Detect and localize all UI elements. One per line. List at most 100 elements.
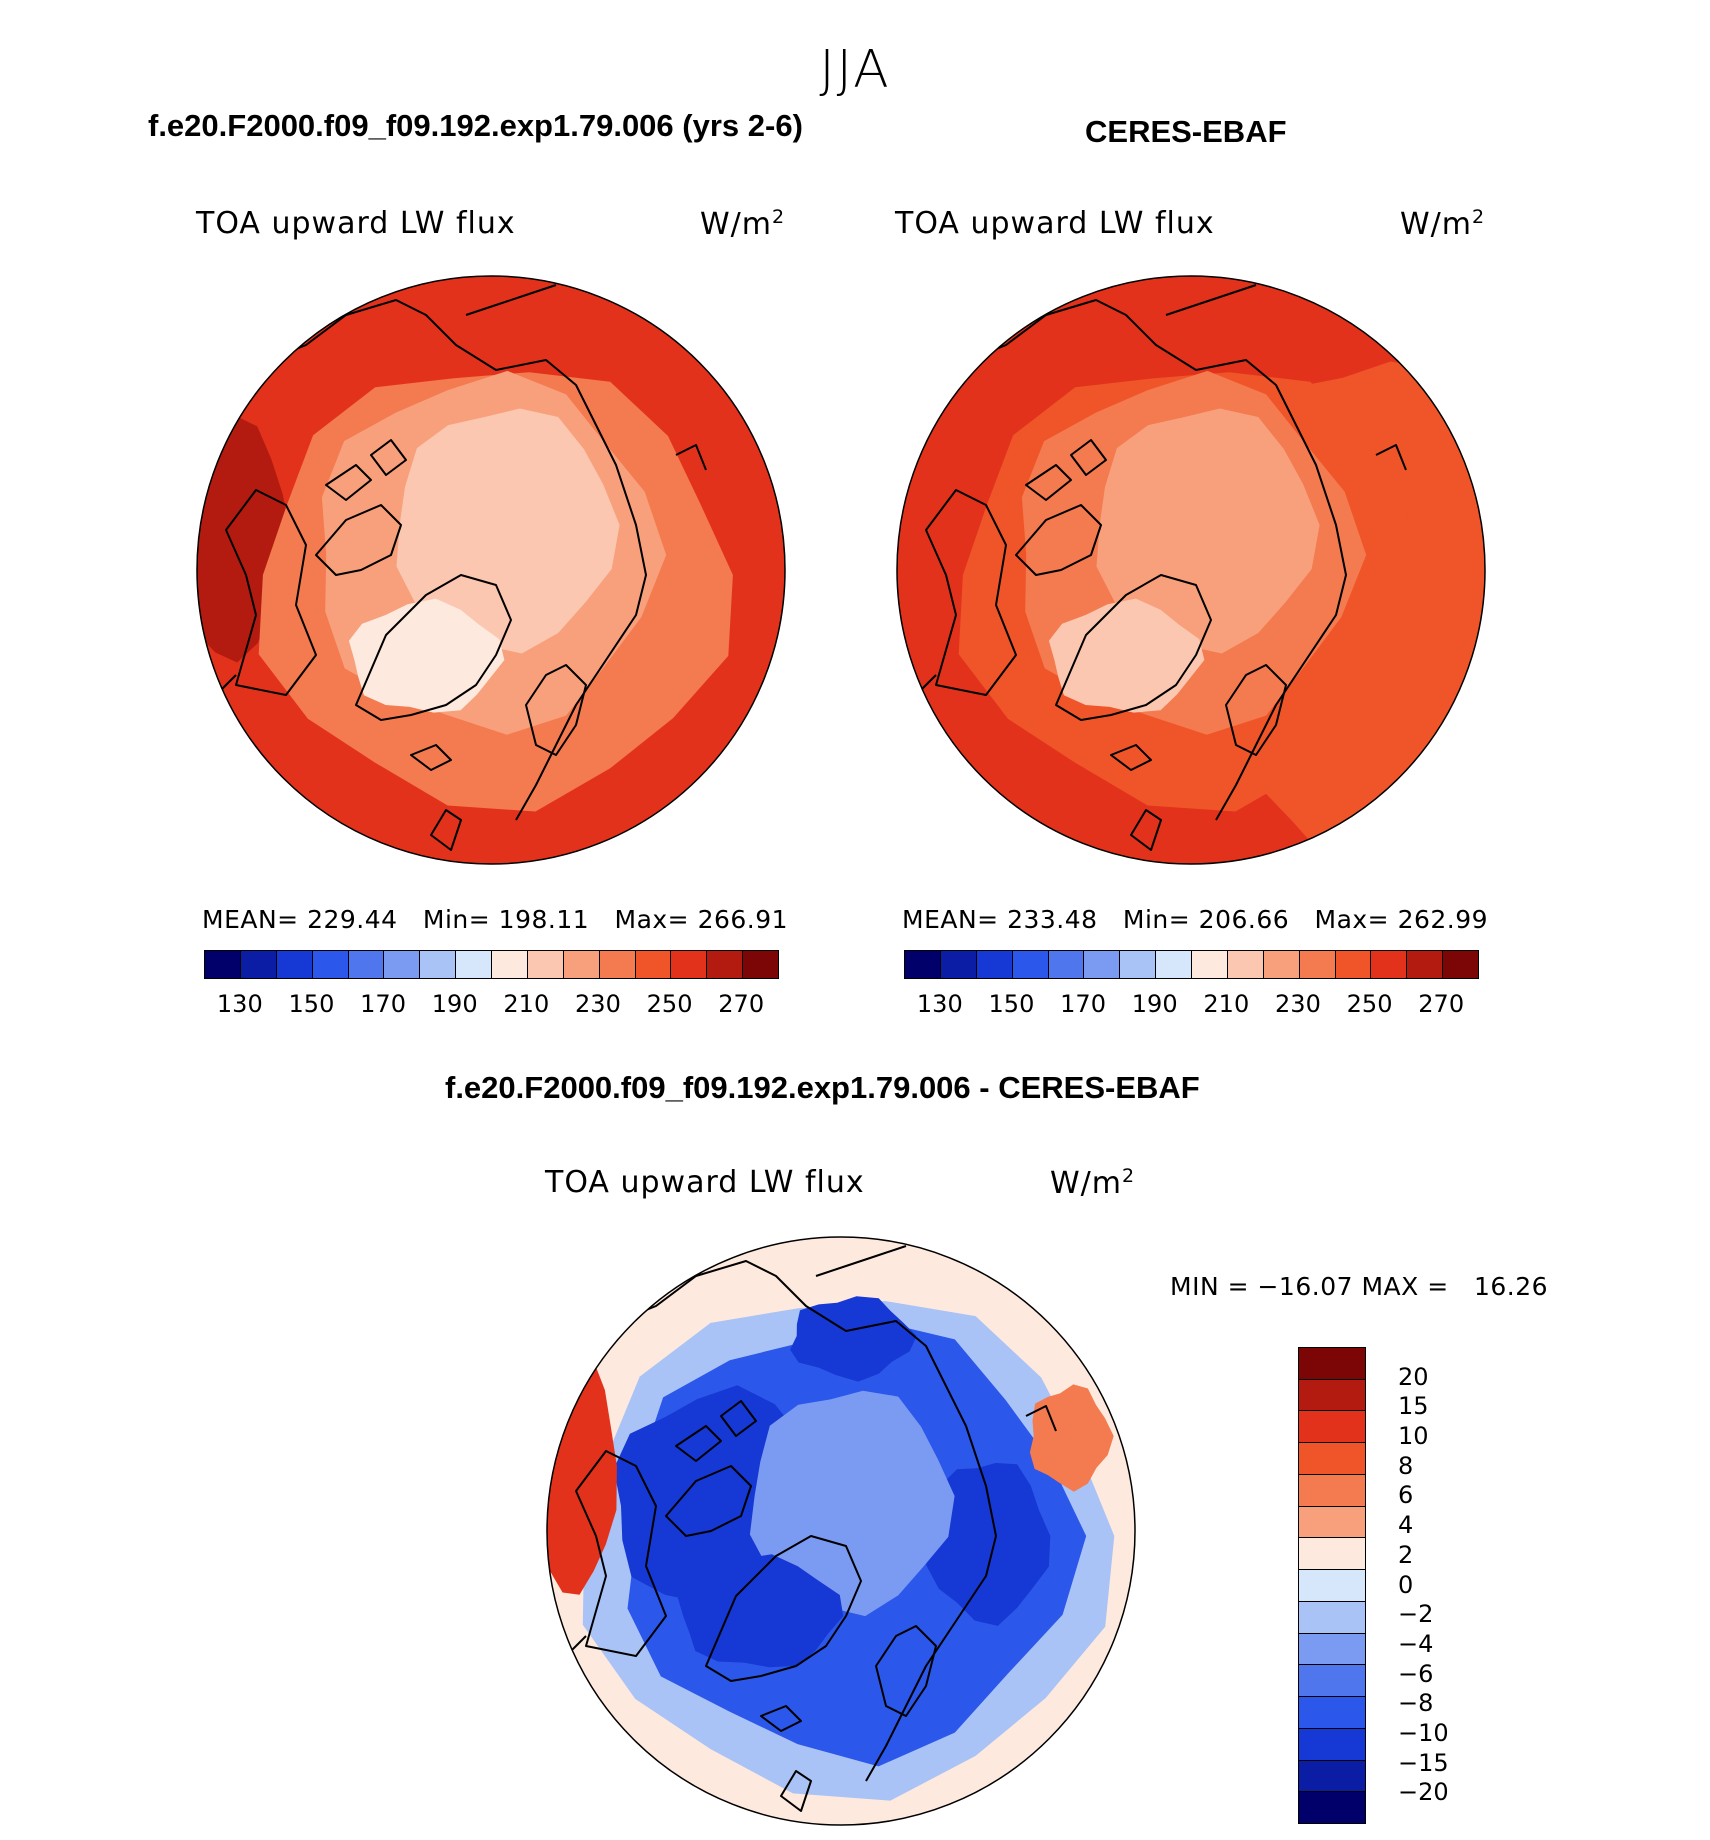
colorbar-swatch: [1299, 951, 1336, 978]
colorbar-swatch: [1443, 951, 1478, 978]
colorbar-tick-label: −4: [1398, 1629, 1434, 1658]
colorbar-tick-label: −8: [1398, 1689, 1434, 1718]
map-border: [196, 275, 786, 865]
coastline: [1110, 744, 1152, 771]
coastline: [925, 489, 1017, 696]
colorbar-swatch: [599, 951, 636, 978]
colorbar-tick-label: 210: [503, 990, 550, 1018]
colorbar-tick-label: −10: [1398, 1718, 1449, 1747]
colorbar-tick-label: 190: [431, 990, 478, 1018]
left-polar-map: [196, 275, 786, 865]
colorbar-tick-label: 10: [1398, 1422, 1429, 1451]
field-region: [1029, 1384, 1114, 1492]
colorbar-swatch: [1156, 951, 1192, 978]
colorbar-tick-label: 2: [1398, 1540, 1414, 1569]
coastline: [1025, 1405, 1057, 1432]
colorbar-tick-label: 150: [988, 990, 1035, 1018]
map-border: [546, 1236, 1136, 1826]
left-field-name: TOA upward LW flux: [196, 206, 516, 241]
colorbar-tick-label: 170: [1060, 990, 1106, 1018]
colorbar-swatch: [205, 951, 241, 978]
field-region: [677, 1554, 844, 1668]
colorbar-tick-label: −6: [1398, 1659, 1434, 1688]
coastline: [575, 1450, 667, 1657]
colorbar-tick-label: 0: [1398, 1570, 1414, 1599]
right-field-name: TOA upward LW flux: [895, 206, 1215, 241]
coastline: [715, 344, 747, 371]
coastline: [430, 809, 462, 851]
coastline: [955, 299, 1347, 821]
colorbar-tick-label: 130: [216, 990, 263, 1018]
colorbar-tick-label: 230: [575, 990, 621, 1018]
colorbar-swatch: [312, 951, 349, 978]
colorbar-tick-label: 230: [1275, 990, 1321, 1018]
diff-colorbar: [1298, 1347, 1366, 1824]
colorbar-tick-label: −2: [1398, 1600, 1434, 1629]
colorbar-swatch: [976, 951, 1013, 978]
right-units: W/m2: [1400, 206, 1486, 242]
left-colorbar: [204, 950, 779, 979]
left-units: W/m2: [700, 206, 786, 242]
colorbar-swatch: [1192, 951, 1228, 978]
colorbar-swatch: [1299, 1792, 1365, 1824]
colorbar-swatch: [1299, 1411, 1365, 1444]
colorbar-tick-label: 8: [1398, 1451, 1414, 1480]
coastline: [1225, 664, 1287, 756]
colorbar-tick-label: 15: [1398, 1392, 1429, 1421]
left-panel-title: f.e20.F2000.f09_f09.192.exp1.79.006 (yrs…: [148, 108, 803, 143]
colorbar-swatch: [1299, 1443, 1365, 1475]
colorbar-swatch: [1299, 1348, 1365, 1380]
colorbar-swatch: [1335, 951, 1372, 978]
right-stats: MEAN= 233.48 Min= 206.66 Max= 262.99: [902, 905, 1489, 934]
colorbar-swatch: [1263, 951, 1300, 978]
colorbar-swatch: [1299, 1633, 1365, 1666]
colorbar-tick-label: 270: [1418, 990, 1465, 1018]
coastline: [1065, 1305, 1097, 1332]
colorbar-swatch: [1299, 1760, 1365, 1793]
colorbar-swatch: [563, 951, 600, 978]
colorbar-swatch: [671, 951, 708, 978]
diff-panel-title: f.e20.F2000.f09_f09.192.exp1.79.006 - CE…: [445, 1070, 1200, 1105]
colorbar-tick-label: 190: [1131, 990, 1178, 1018]
colorbar-swatch: [456, 951, 492, 978]
coastline: [465, 284, 557, 316]
colorbar-tick-label: 250: [1346, 990, 1393, 1018]
coastline: [875, 1625, 937, 1717]
coastline: [1025, 464, 1072, 501]
colorbar-swatch: [384, 951, 421, 978]
diff-field-name: TOA upward LW flux: [545, 1165, 865, 1200]
colorbar-swatch: [1012, 951, 1049, 978]
coastline: [225, 489, 317, 696]
season-title: JJA: [819, 40, 891, 100]
coastline: [525, 664, 587, 756]
colorbar-tick-label: 6: [1398, 1481, 1414, 1510]
colorbar-tick-label: 4: [1398, 1511, 1414, 1540]
colorbar-tick-label: 130: [916, 990, 963, 1018]
colorbar-tick-label: −15: [1398, 1748, 1449, 1777]
colorbar-swatch: [1299, 1474, 1365, 1507]
colorbar-swatch: [635, 951, 672, 978]
field-region: [749, 1390, 955, 1617]
right-polar-map: [896, 275, 1486, 865]
coastline: [780, 1770, 812, 1812]
colorbar-swatch: [1299, 1601, 1365, 1634]
colorbar-swatch: [1299, 1506, 1365, 1539]
coastline: [605, 1260, 997, 1782]
coastline: [370, 439, 407, 476]
colorbar-swatch: [905, 951, 941, 978]
colorbar-swatch: [1299, 1379, 1365, 1412]
coastline: [675, 1425, 722, 1462]
diff-minmax: MIN = −16.07 MAX = 16.26: [1170, 1272, 1549, 1301]
colorbar-swatch: [1084, 951, 1121, 978]
colorbar-swatch: [707, 951, 744, 978]
coastline: [665, 1465, 752, 1537]
coastline: [1130, 809, 1162, 851]
field-region: [1096, 408, 1320, 654]
coastline: [1070, 439, 1107, 476]
right-colorbar: [904, 950, 1479, 979]
field-region: [926, 1463, 1051, 1626]
coastline: [255, 299, 647, 821]
colorbar-swatch: [940, 951, 977, 978]
diff-polar-map: [546, 1236, 1136, 1826]
coastline: [1165, 284, 1257, 316]
